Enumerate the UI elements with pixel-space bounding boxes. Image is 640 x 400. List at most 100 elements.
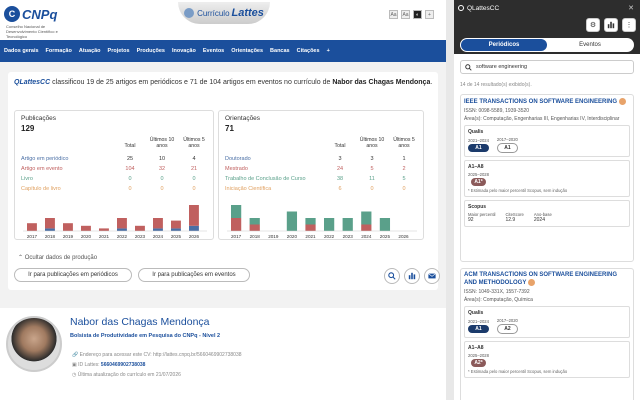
globe-icon — [184, 8, 195, 18]
nav-formacao[interactable]: Formação — [45, 48, 72, 54]
journal-title[interactable]: IEEE TRANSACTIONS ON SOFTWARE ENGINEERIN… — [464, 98, 630, 106]
lattes-logo[interactable]: Currículo Lattes — [178, 2, 270, 24]
scopus-badge-icon — [528, 279, 536, 286]
chart-tick-label: 2018 — [250, 234, 261, 239]
chart-bar — [342, 218, 353, 231]
extension-icon — [458, 5, 464, 11]
lattes-name: Lattes — [231, 7, 264, 19]
panel-tabs: Periódicos Eventos — [454, 38, 640, 54]
nav-atuacao[interactable]: Atuação — [78, 48, 101, 54]
nav-citacoes[interactable]: Citações — [296, 48, 320, 54]
chart-tick-label: 2017 — [231, 234, 242, 239]
search-icon — [388, 272, 396, 280]
font-decrease-button[interactable]: Aa — [389, 10, 398, 19]
chart-tick-label: 2023 — [135, 234, 146, 239]
cnpq-logo[interactable]: C CNPq — [4, 6, 57, 22]
nav-orientacoes[interactable]: Orientações — [231, 48, 264, 54]
link-icon: 🔗 — [72, 352, 79, 358]
top-header: C CNPq Conselho Nacional de Desenvolvime… — [0, 0, 446, 40]
qualis-badge: A2 — [496, 324, 518, 335]
journal-issn: ISSN: 0098-5589, 1939-3520 — [464, 108, 530, 115]
nav-bancas[interactable]: Bancas — [270, 48, 290, 54]
nav-producoes[interactable]: Produções — [136, 48, 165, 54]
chart-bar — [117, 218, 127, 229]
cnpq-mark-icon: C — [4, 6, 20, 22]
profile-name: Nabor das Chagas Mendonça — [70, 316, 210, 328]
close-icon[interactable]: ✕ — [628, 5, 634, 12]
cv-url-link[interactable]: http://lattes.cnpq.br/5660469902738038 — [153, 352, 242, 358]
table-row: Artigo em periódico 25 10 4 — [21, 156, 196, 162]
chart-bar — [153, 218, 163, 229]
search-button[interactable] — [384, 268, 400, 284]
header-5-anos: Últimos 5 anos — [393, 137, 415, 149]
scopus-badge-icon — [619, 98, 627, 105]
chart-tick-label: 2025 — [171, 234, 182, 239]
orientacoes-chart: 2017 2018 2019 2020 2021 2022 2023 2024 2025 2026 — [227, 205, 417, 239]
chart-bar — [45, 228, 55, 231]
publicacoes-title: Publicações — [21, 115, 57, 122]
qualis-box: Qualis 2021–2024 A1 2017–2020 A2 — [464, 306, 630, 339]
lattes-prefix: Currículo — [197, 8, 230, 18]
chart-bar — [117, 228, 127, 231]
chart-bar — [171, 228, 181, 231]
chart-tick-label: 2023 — [343, 234, 354, 239]
chart-tick-label: 2025 — [380, 234, 391, 239]
summary-body: classificou 19 de 25 artigos em periódic… — [52, 79, 331, 86]
qualis-badge: A1 — [496, 143, 518, 154]
table-row: Livro 0 0 0 — [21, 176, 196, 182]
contrast-button[interactable]: ◐ — [413, 10, 422, 19]
main-nav: Dados gerais Formação Atuação Projetos P… — [0, 40, 446, 62]
font-increase-button[interactable]: Aa — [401, 10, 410, 19]
chart-tick-label: 2026 — [189, 234, 200, 239]
a1a8-box: A1–A8 2025–2028 A2* * Estimada pelo maior… — [464, 341, 630, 379]
qlattes-panel: QLattesCC ✕ ⚙ ⋮ Periódicos Eventos softw… — [454, 0, 640, 400]
more-vert-icon[interactable]: ⋮ — [622, 18, 636, 32]
chart-bar — [379, 218, 391, 231]
profile-photo — [6, 316, 62, 372]
chart-tick-label: 2020 — [287, 234, 298, 239]
tab-eventos[interactable]: Eventos — [579, 42, 601, 48]
header-10-anos: Últimos 10 anos — [359, 137, 385, 149]
id-lattes: ▣ ID Lattes: 5660469902738038 — [72, 362, 146, 368]
go-eventos-button[interactable]: Ir para publicações em eventos — [138, 268, 250, 282]
table-row: Capítulo de livro 0 0 0 — [21, 186, 196, 192]
nav-eventos[interactable]: Eventos — [202, 48, 225, 54]
tab-periodicos[interactable]: Periódicos — [461, 39, 547, 51]
table-row: Artigo em evento 104 32 21 — [21, 166, 198, 172]
chart-tick-label: 2018 — [45, 234, 56, 239]
collapse-production-toggle[interactable]: ⌃ Ocultar dados de produção — [18, 255, 98, 261]
production-card: QLattesCC classificou 19 de 25 artigos e… — [8, 72, 440, 290]
qualis-badge: A1 — [468, 144, 489, 153]
chart-tick-label: 2026 — [398, 234, 409, 239]
chart-toggle-button[interactable] — [604, 18, 618, 32]
chart-tick-label: 2017 — [27, 234, 38, 239]
list-item: ACM TRANSACTIONS ON SOFTWARE ENGINEERING… — [460, 268, 634, 400]
journal-title[interactable]: ACM TRANSACTIONS ON SOFTWARE ENGINEERING… — [464, 272, 618, 287]
qualis-box: Qualis 2021–2024 A1 2017–2020 A1 — [464, 125, 630, 158]
chart-bar — [171, 220, 181, 229]
journal-areas: Área(s): Computação, Engenharias III, En… — [464, 116, 620, 123]
publicacoes-count: 129 — [21, 124, 35, 133]
gear-icon[interactable]: ⚙ — [586, 18, 600, 32]
chart-tick-label: 2021 — [99, 234, 110, 239]
email-button[interactable] — [424, 268, 440, 284]
chart-tick-label: 2022 — [324, 234, 335, 239]
more-options-button[interactable]: + — [425, 10, 434, 19]
nav-dados-gerais[interactable]: Dados gerais — [4, 48, 39, 54]
table-row: Trabalho de Conclusão de Curso 38 11 5 — [225, 176, 406, 182]
table-row: Mestrado 24 5 2 — [225, 166, 406, 172]
last-update: ◷ Última atualização do currículo em 21/… — [72, 372, 181, 378]
go-periodicos-button[interactable]: Ir para publicações em periódicos — [14, 268, 132, 282]
chart-tick-label: 2024 — [361, 234, 372, 239]
search-input[interactable]: software engineering — [460, 60, 634, 74]
chart-button[interactable] — [404, 268, 420, 284]
nav-inovacao[interactable]: Inovação — [172, 48, 196, 54]
panel-divider[interactable] — [446, 0, 454, 400]
nav-more[interactable]: + — [326, 48, 330, 54]
chart-bar — [324, 218, 335, 231]
orientacoes-count: 71 — [225, 124, 234, 133]
chart-tick-label: 2021 — [305, 234, 316, 239]
chart-bar — [63, 223, 73, 231]
qualis-badge: A1 — [468, 325, 489, 334]
nav-projetos[interactable]: Projetos — [107, 48, 130, 54]
